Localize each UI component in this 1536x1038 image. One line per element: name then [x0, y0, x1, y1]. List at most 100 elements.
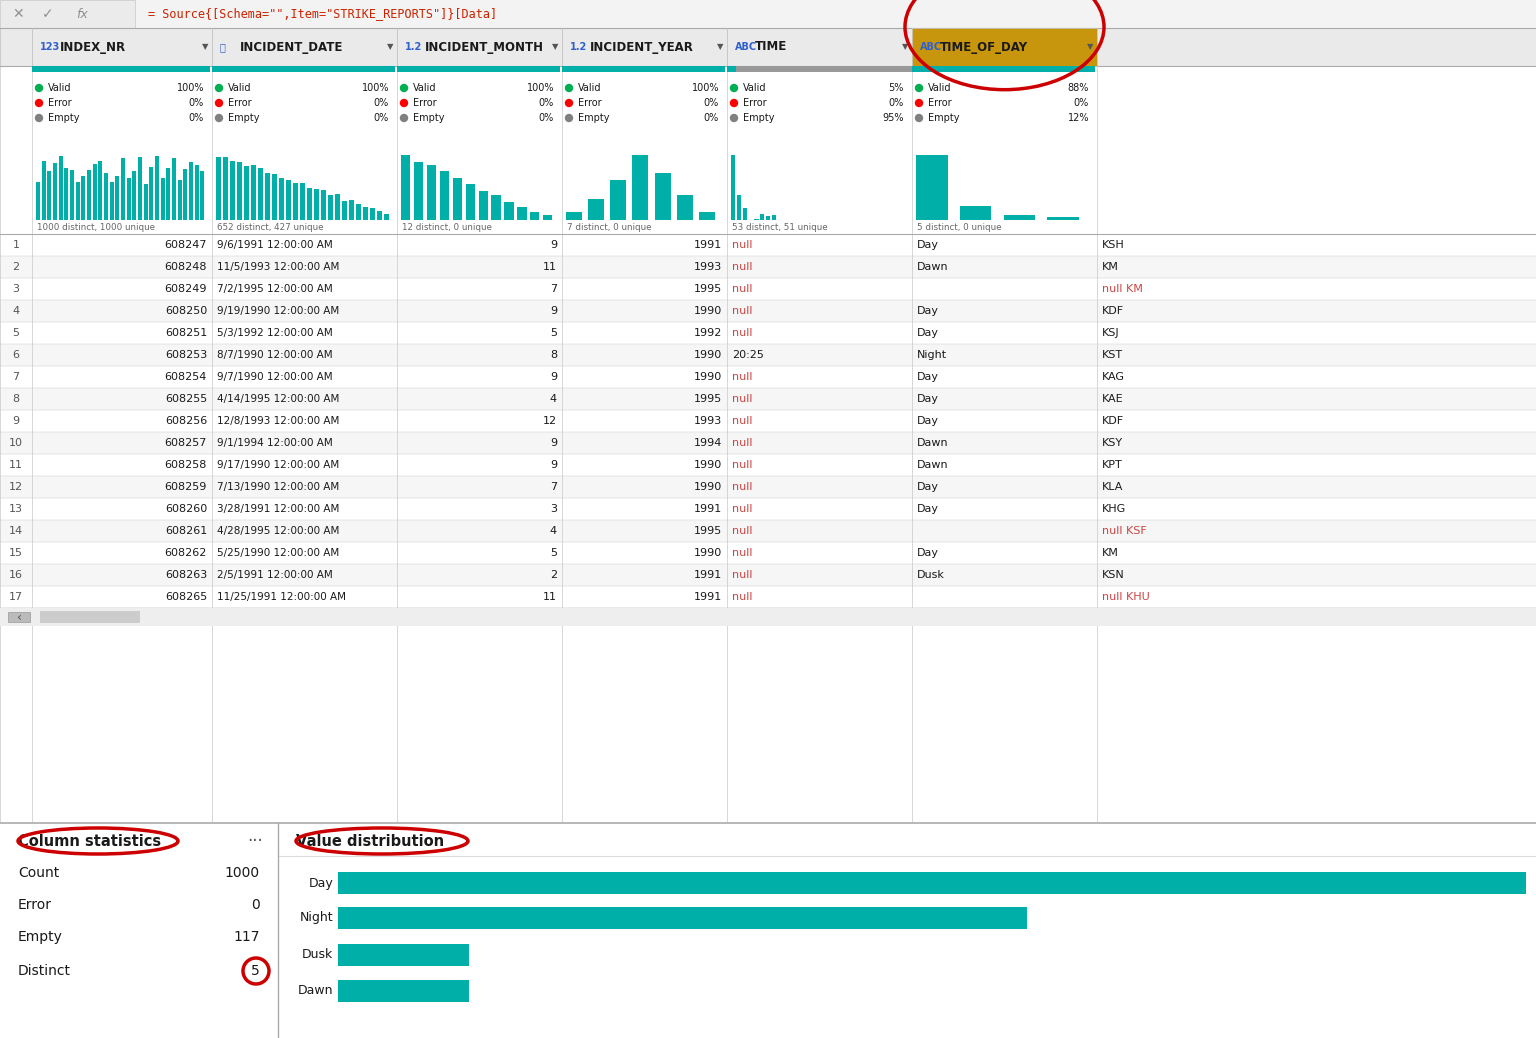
Bar	[743, 209, 746, 220]
Bar	[0, 410, 1536, 432]
Bar	[0, 564, 1536, 586]
Bar	[1048, 217, 1078, 220]
Bar	[727, 66, 736, 72]
Text: ✓: ✓	[41, 7, 54, 21]
Text: 4/14/1995 12:00:00 AM: 4/14/1995 12:00:00 AM	[217, 394, 339, 404]
Bar	[266, 173, 270, 220]
Bar	[0, 498, 1536, 520]
Text: 12: 12	[542, 416, 558, 426]
Bar	[413, 162, 424, 220]
Bar	[544, 215, 553, 220]
Text: 9/1/1994 12:00:00 AM: 9/1/1994 12:00:00 AM	[217, 438, 333, 448]
Text: null KM: null KM	[1101, 284, 1143, 294]
Bar	[35, 182, 40, 220]
Text: Count: Count	[18, 866, 60, 880]
Text: INDEX_NR: INDEX_NR	[60, 40, 126, 54]
Text: 3/28/1991 12:00:00 AM: 3/28/1991 12:00:00 AM	[217, 504, 339, 514]
Text: Valid: Valid	[578, 83, 602, 93]
Text: 608250: 608250	[164, 306, 207, 316]
Text: KDF: KDF	[1101, 416, 1124, 426]
Bar	[338, 944, 468, 966]
Bar	[362, 207, 369, 220]
Bar	[32, 28, 212, 66]
Text: 5/3/1992 12:00:00 AM: 5/3/1992 12:00:00 AM	[217, 328, 333, 338]
Text: Day: Day	[917, 548, 938, 558]
Text: 95%: 95%	[883, 113, 905, 122]
Text: = Source{[Schema="",Item="STRIKE_REPORTS"]}[Data]: = Source{[Schema="",Item="STRIKE_REPORTS…	[147, 7, 498, 21]
Text: 608253: 608253	[164, 350, 207, 360]
Text: 608258: 608258	[164, 460, 207, 470]
Text: 5%: 5%	[889, 83, 905, 93]
Bar	[0, 322, 1536, 344]
Text: 608262: 608262	[164, 548, 207, 558]
Bar	[504, 201, 513, 220]
Text: 9: 9	[550, 438, 558, 448]
Text: Empty: Empty	[743, 113, 774, 122]
Text: Error: Error	[48, 98, 72, 108]
Bar	[0, 432, 1536, 454]
Circle shape	[565, 100, 573, 107]
Bar	[98, 161, 103, 220]
Text: Day: Day	[917, 504, 938, 514]
Circle shape	[401, 84, 407, 91]
Text: Dawn: Dawn	[917, 460, 949, 470]
Text: 1990: 1990	[694, 372, 722, 382]
Text: 10: 10	[9, 438, 23, 448]
Text: Day: Day	[917, 394, 938, 404]
Text: Empty: Empty	[227, 113, 260, 122]
Bar	[132, 171, 137, 220]
Text: 7/2/1995 12:00:00 AM: 7/2/1995 12:00:00 AM	[217, 284, 333, 294]
Circle shape	[401, 114, 407, 121]
Text: 1.2: 1.2	[570, 42, 587, 52]
Text: KAG: KAG	[1101, 372, 1124, 382]
Text: Empty: Empty	[413, 113, 444, 122]
Text: 3: 3	[550, 504, 558, 514]
Bar	[530, 212, 539, 220]
Text: 1990: 1990	[694, 350, 722, 360]
Text: Day: Day	[917, 306, 938, 316]
Text: 100%: 100%	[691, 83, 719, 93]
Bar	[727, 28, 912, 66]
Text: 1.2: 1.2	[406, 42, 422, 52]
Text: Valid: Valid	[743, 83, 766, 93]
Bar	[8, 612, 31, 622]
Bar	[766, 216, 770, 220]
Text: 0%: 0%	[1074, 98, 1089, 108]
Circle shape	[731, 114, 737, 121]
Text: 8: 8	[12, 394, 20, 404]
Bar	[439, 171, 449, 220]
Bar	[0, 66, 1536, 234]
Bar	[230, 161, 235, 220]
Text: 1990: 1990	[694, 460, 722, 470]
Text: ▼: ▼	[387, 43, 393, 52]
Text: KAE: KAE	[1101, 394, 1124, 404]
Bar	[71, 169, 74, 220]
Text: KM: KM	[1101, 262, 1118, 272]
Text: 17: 17	[9, 592, 23, 602]
Text: 8: 8	[550, 350, 558, 360]
Circle shape	[915, 114, 923, 121]
Text: Dusk: Dusk	[917, 570, 945, 580]
Bar	[0, 300, 1536, 322]
Bar	[286, 180, 290, 220]
Text: 0%: 0%	[373, 113, 389, 122]
Bar	[0, 388, 1536, 410]
Text: 652 distinct, 427 unique: 652 distinct, 427 unique	[217, 223, 324, 233]
Bar	[75, 182, 80, 220]
Text: 100%: 100%	[177, 83, 204, 93]
Text: ▼: ▼	[203, 43, 209, 52]
Bar	[272, 174, 276, 220]
Text: 1995: 1995	[694, 284, 722, 294]
Bar	[237, 163, 243, 220]
Bar	[92, 164, 97, 220]
Text: ABC: ABC	[920, 42, 942, 52]
Text: 100%: 100%	[361, 83, 389, 93]
Bar	[0, 542, 1536, 564]
Text: 1990: 1990	[694, 306, 722, 316]
Text: KLA: KLA	[1101, 482, 1123, 492]
Bar	[258, 168, 263, 220]
Text: 1990: 1990	[694, 548, 722, 558]
Text: null: null	[733, 526, 753, 536]
Text: 100%: 100%	[527, 83, 554, 93]
Text: Night: Night	[300, 911, 333, 925]
